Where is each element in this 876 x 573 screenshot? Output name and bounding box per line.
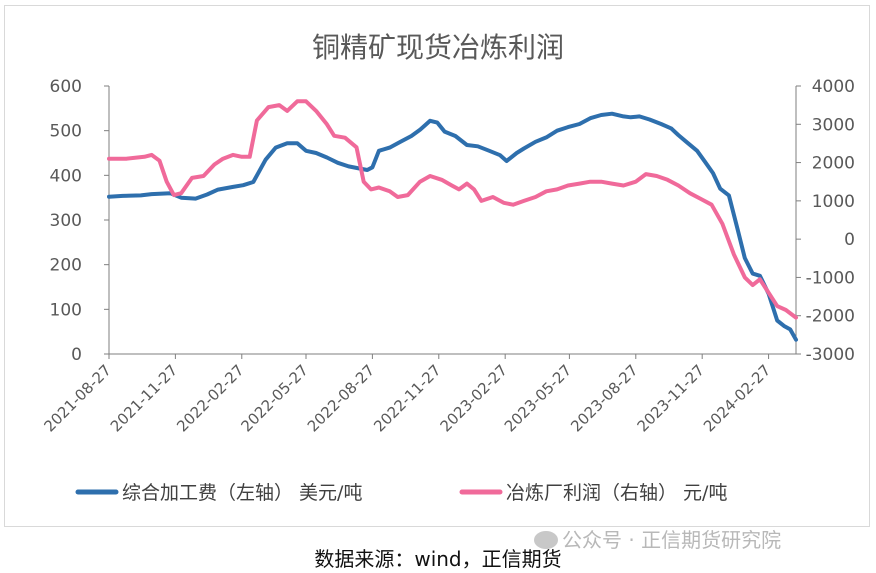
right-tick-label: -2000 [806, 307, 855, 327]
x-tick-label: 2023-05-27 [501, 361, 575, 435]
x-tick-label: 2021-08-27 [40, 361, 114, 435]
x-tick-label: 2023-02-27 [437, 361, 511, 435]
x-tick-label: 2024-02-27 [700, 361, 774, 435]
legend: 综合加工费（左轴） 美元/吨 冶炼厂利润（右轴） 元/吨 [75, 482, 727, 504]
chart-frame [4, 5, 870, 527]
left-tick-label: 200 [50, 256, 82, 276]
right-tick-label: 1000 [812, 192, 855, 212]
watermark-text: 公众号 · 正信期货研究院 [562, 528, 782, 552]
left-tick-label: 600 [50, 77, 82, 97]
x-tick-label: 2023-11-27 [634, 361, 708, 435]
right-tick-label: 2000 [812, 154, 855, 174]
left-tick-label: 0 [71, 345, 82, 365]
right-tick-label: -1000 [806, 268, 855, 288]
x-tick-label: 2022-11-27 [370, 361, 444, 435]
x-tick-label: 2023-08-27 [567, 361, 641, 435]
series-line-1 [107, 111, 798, 342]
left-tick-label: 300 [50, 211, 82, 231]
left-tick-label: 100 [50, 300, 82, 320]
wechat-icon [534, 531, 558, 549]
right-tick-label: 3000 [812, 115, 855, 135]
series-lines [107, 99, 798, 342]
legend-label-2: 冶炼厂利润（右轴） 元/吨 [506, 482, 727, 504]
right-tick-label: -3000 [806, 345, 855, 365]
watermark: 公众号 · 正信期货研究院 [534, 524, 781, 553]
right-tick-label: 0 [844, 230, 855, 250]
x-tick-label: 2022-08-27 [304, 361, 378, 435]
chart-title: 铜精矿现货冶炼利润 [312, 31, 564, 64]
legend-label-1: 综合加工费（左轴） 美元/吨 [122, 482, 362, 504]
series-line-2 [107, 99, 798, 320]
x-tick-label: 2021-11-27 [107, 361, 181, 435]
source-note: 数据来源：wind，正信期货 [314, 547, 562, 571]
right-tick-label: 4000 [812, 77, 855, 97]
x-tick-label: 2022-02-27 [173, 361, 247, 435]
left-tick-label: 400 [50, 166, 82, 186]
x-tick-label: 2022-05-27 [237, 361, 311, 435]
left-tick-label: 500 [50, 122, 82, 142]
